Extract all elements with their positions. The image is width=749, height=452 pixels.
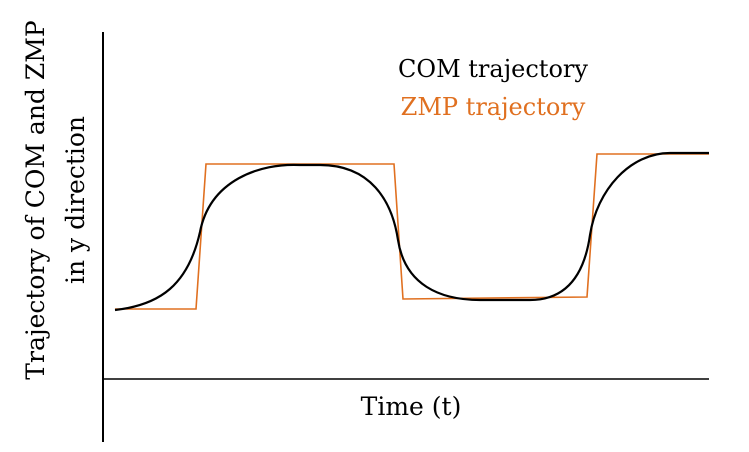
y-axis-label-line1: Trajectory of COM and ZMP [21,20,50,379]
x-axis-label: Time (t) [361,392,462,421]
com-trajectory-line [114,151,709,312]
legend-com-label: COM trajectory [398,55,588,83]
y-axis-label-line2: in y direction [61,116,90,284]
legend-zmp-label: ZMP trajectory [401,93,586,121]
zmp-trajectory-line [115,153,709,310]
